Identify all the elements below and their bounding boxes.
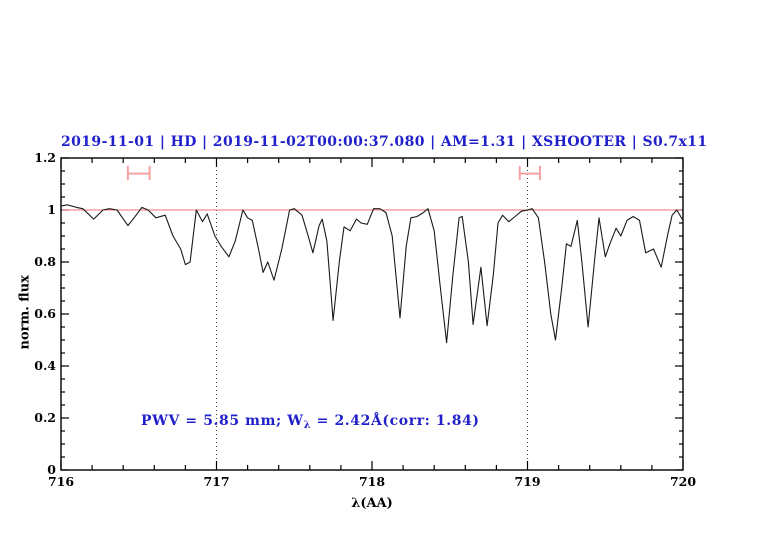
x-tick-label-718: 718 <box>358 474 386 489</box>
y-tick-label-0.2: 0.2 <box>34 410 56 425</box>
pwv-annotation: PWV = 5.85 mm; Wλ = 2.42Å(corr: 1.84) <box>141 413 480 431</box>
y-tick-label-0: 0 <box>47 462 56 477</box>
y-tick-label-0.8: 0.8 <box>34 254 56 269</box>
x-tick-label-720: 720 <box>669 474 697 489</box>
plot-title: 2019-11-01 | HD | 2019-11-02T00:00:37.08… <box>61 134 708 150</box>
pwv-annotation-suffix: = 2.42Å(corr: 1.84) <box>311 413 480 429</box>
x-tick-label-719: 719 <box>514 474 541 489</box>
y-tick-label-0.6: 0.6 <box>34 306 56 321</box>
pwv-annotation-prefix: PWV = 5.85 mm; W <box>141 413 304 429</box>
x-tick-label-716: 716 <box>47 474 75 489</box>
x-tick-label-717: 717 <box>203 474 230 489</box>
y-tick-label-1.2: 1.2 <box>34 150 56 165</box>
x-axis-label: λ(AA) <box>351 496 393 511</box>
y-tick-label-0.4: 0.4 <box>34 358 56 373</box>
y-tick-label-1: 1 <box>47 202 56 217</box>
spectrum-curve <box>60 204 684 344</box>
pwv-annotation-subscript: λ <box>303 420 312 431</box>
